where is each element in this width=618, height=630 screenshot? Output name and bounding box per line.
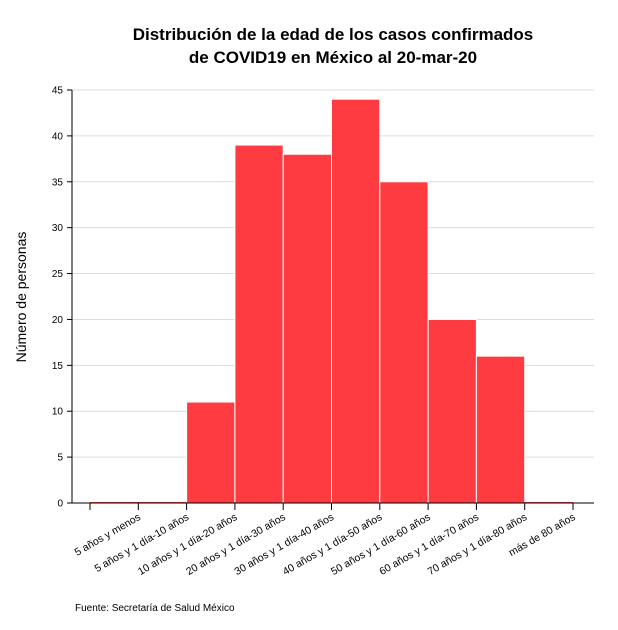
bar-2	[186, 401, 236, 504]
y-axis-label: Número de personas	[13, 232, 29, 363]
y-tick-label-20: 20	[52, 315, 64, 326]
source-note: Fuente: Secretaría de Salud México	[75, 603, 235, 614]
bar-5	[331, 98, 381, 504]
y-tick-label-45: 45	[52, 86, 64, 97]
bar-4	[282, 153, 333, 504]
chart-title-line-2: de COVID19 en México al 20-mar-20	[189, 48, 477, 67]
y-tick-label-5: 5	[57, 453, 63, 464]
chart-title: Distribución de la edad de los casos con…	[133, 25, 534, 67]
chart-title-line-1: Distribución de la edad de los casos con…	[133, 25, 534, 44]
y-tick-label-40: 40	[52, 131, 64, 142]
y-tick-label-30: 30	[52, 223, 64, 234]
y-tick-label-10: 10	[52, 407, 64, 418]
bar-8	[475, 355, 526, 504]
bars	[90, 98, 573, 504]
y-tick-labels: 0 5 10 15 20 25 30 35 40 45	[52, 86, 64, 510]
y-tick-label-35: 35	[52, 177, 64, 188]
bar-6	[379, 181, 429, 504]
bar-7	[427, 318, 477, 504]
bar-3	[234, 144, 284, 504]
y-tick-label-25: 25	[52, 269, 64, 280]
y-tick-label-15: 15	[52, 361, 64, 372]
y-tick-label-0: 0	[57, 499, 63, 510]
axes	[67, 89, 594, 510]
